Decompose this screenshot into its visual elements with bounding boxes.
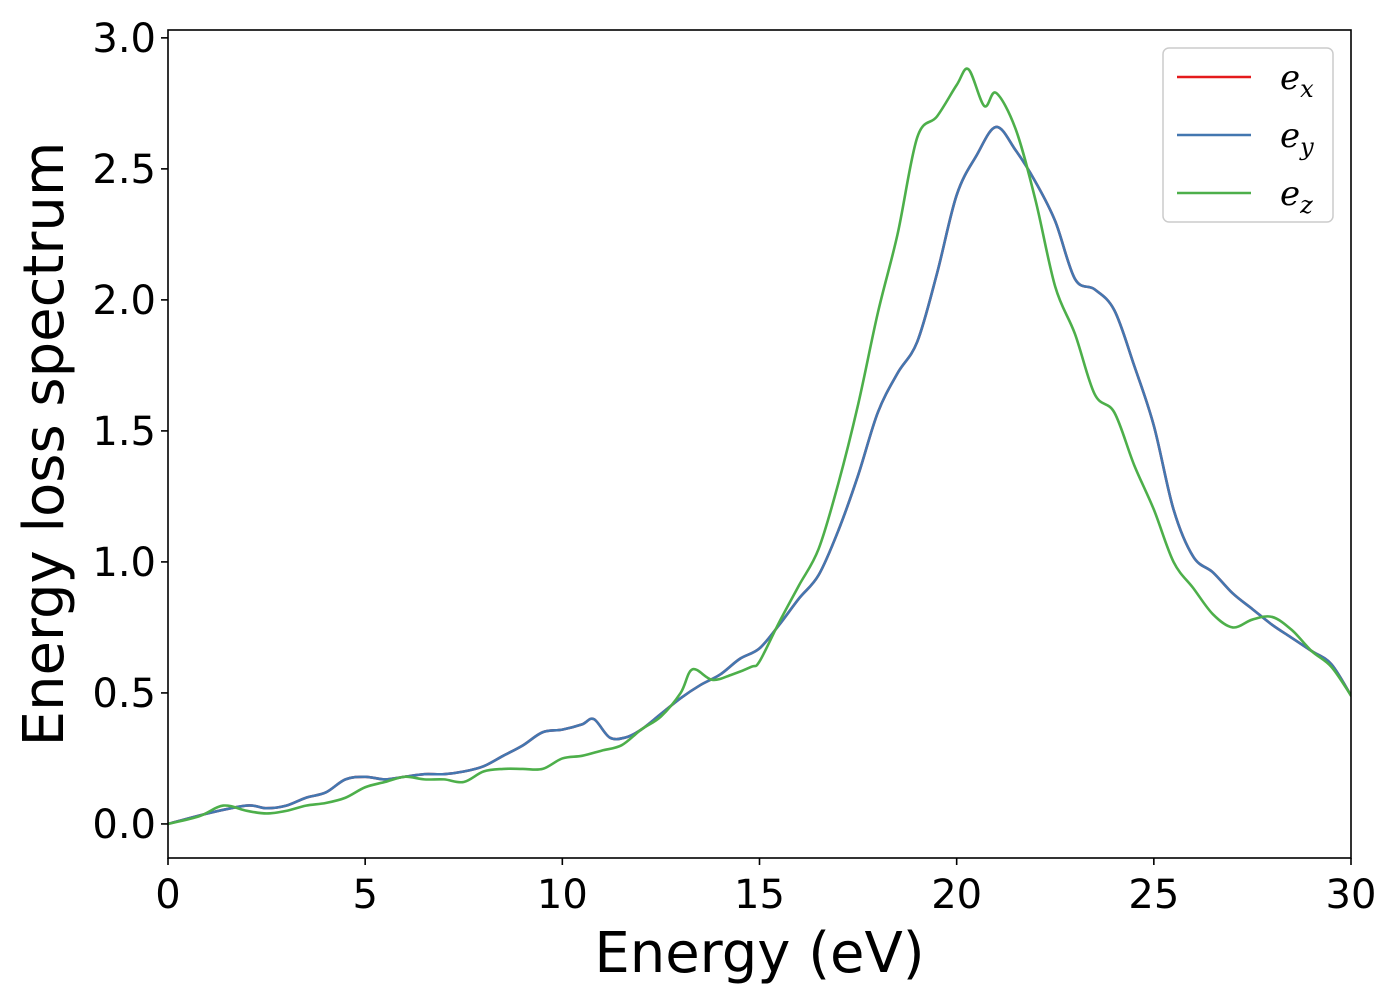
- x-tick-label: 10: [537, 872, 588, 918]
- series-line-z: [168, 67, 1351, 826]
- x-tick-label: 5: [352, 872, 377, 918]
- y-tick-label: 2.5: [92, 147, 156, 193]
- y-tick-label: 0.5: [92, 671, 156, 717]
- y-axis-ticks: 0.0 0.5 1.0 1.5 2.0 2.5 3.0: [92, 16, 168, 848]
- y-tick-label: 1.0: [92, 540, 156, 586]
- y-tick-label: 3.0: [92, 16, 156, 62]
- legend-label-x: ex: [1280, 58, 1314, 103]
- legend-entries: ex ey ez: [1177, 58, 1314, 219]
- y-axis-title: Energy loss spectrum: [12, 142, 77, 747]
- plot-area: [168, 30, 1351, 858]
- legend: ex ey ez: [1162, 47, 1334, 223]
- x-tick-label: 15: [734, 872, 785, 918]
- y-tick-label: 1.5: [92, 409, 156, 455]
- y-tick-label: 2.0: [92, 278, 156, 324]
- x-tick-label: 20: [931, 872, 982, 918]
- x-tick-label: 30: [1326, 872, 1377, 918]
- x-axis-title: Energy (eV): [594, 921, 924, 986]
- legend-label-y: ey: [1280, 116, 1314, 161]
- legend-label-z: ez: [1280, 174, 1313, 219]
- y-tick-label: 0.0: [92, 802, 156, 848]
- series-layer: [168, 67, 1351, 826]
- x-axis-ticks: 0 5 10 15 20 25 30: [155, 858, 1376, 918]
- x-tick-label: 25: [1128, 872, 1179, 918]
- x-tick-label: 0: [155, 872, 180, 918]
